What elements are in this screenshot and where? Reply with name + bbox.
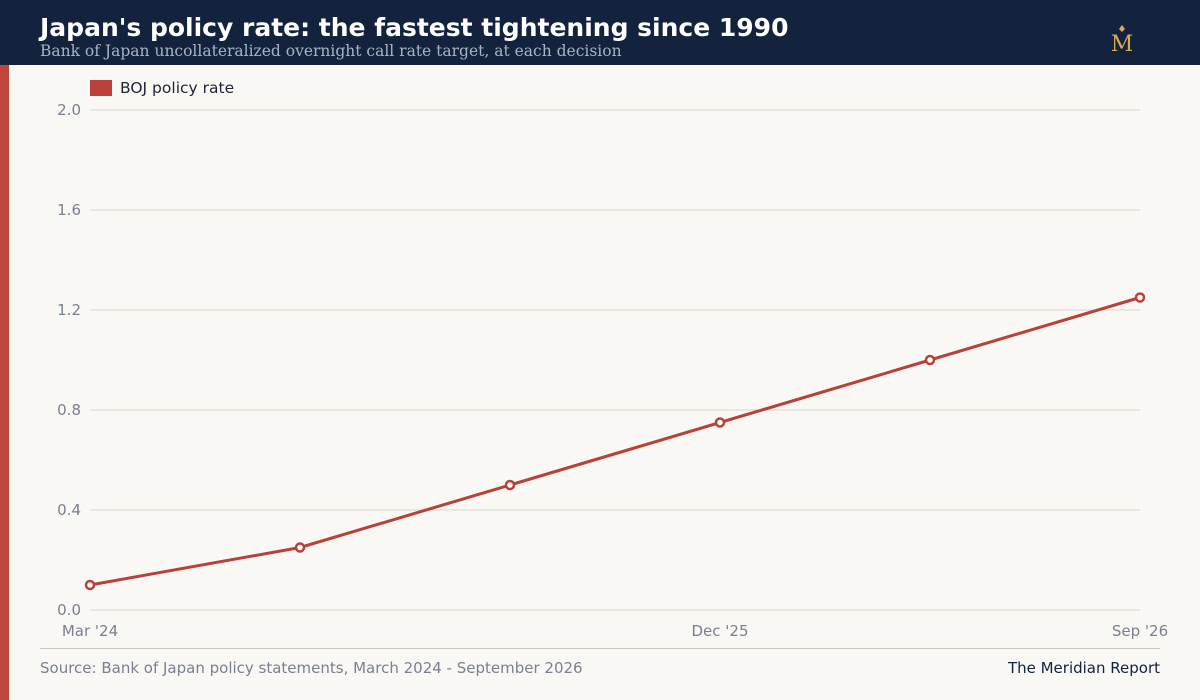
x-tick-label: Sep '26 (1112, 622, 1168, 640)
data-point (1134, 292, 1146, 303)
source-note: Source: Bank of Japan policy statements,… (40, 659, 583, 677)
data-point (714, 417, 726, 428)
y-tick-label: 0.0 (57, 601, 81, 619)
y-tick-label: 2.0 (57, 101, 81, 119)
y-tick-label: 0.4 (57, 501, 81, 519)
data-point (924, 354, 936, 366)
y-tick-label: 1.6 (57, 201, 81, 219)
legend-label: BOJ policy rate (120, 79, 235, 97)
logo-letter: M (1111, 32, 1134, 56)
data-point (84, 579, 96, 591)
chart-title: Japan's policy rate: the fastest tighten… (40, 13, 789, 42)
accent-bar (0, 65, 9, 700)
data-point (294, 542, 306, 553)
legend: BOJ policy rate (90, 78, 234, 98)
series-line (88, 296, 1142, 587)
header-bar: Japan's policy rate: the fastest tighten… (0, 0, 1200, 65)
y-tick-label: 0.8 (57, 401, 81, 419)
data-point (504, 479, 516, 491)
x-tick-label: Dec '25 (691, 622, 748, 640)
y-tick-label: 1.2 (57, 301, 81, 319)
chart-subtitle: Bank of Japan uncollateralized overnight… (40, 42, 622, 60)
x-tick-label: Mar '24 (62, 622, 118, 640)
footer-divider (40, 648, 1160, 649)
logo-monogram-icon: M (1111, 25, 1134, 56)
legend-swatch (90, 80, 112, 96)
publication-name: The Meridian Report (1007, 659, 1160, 677)
